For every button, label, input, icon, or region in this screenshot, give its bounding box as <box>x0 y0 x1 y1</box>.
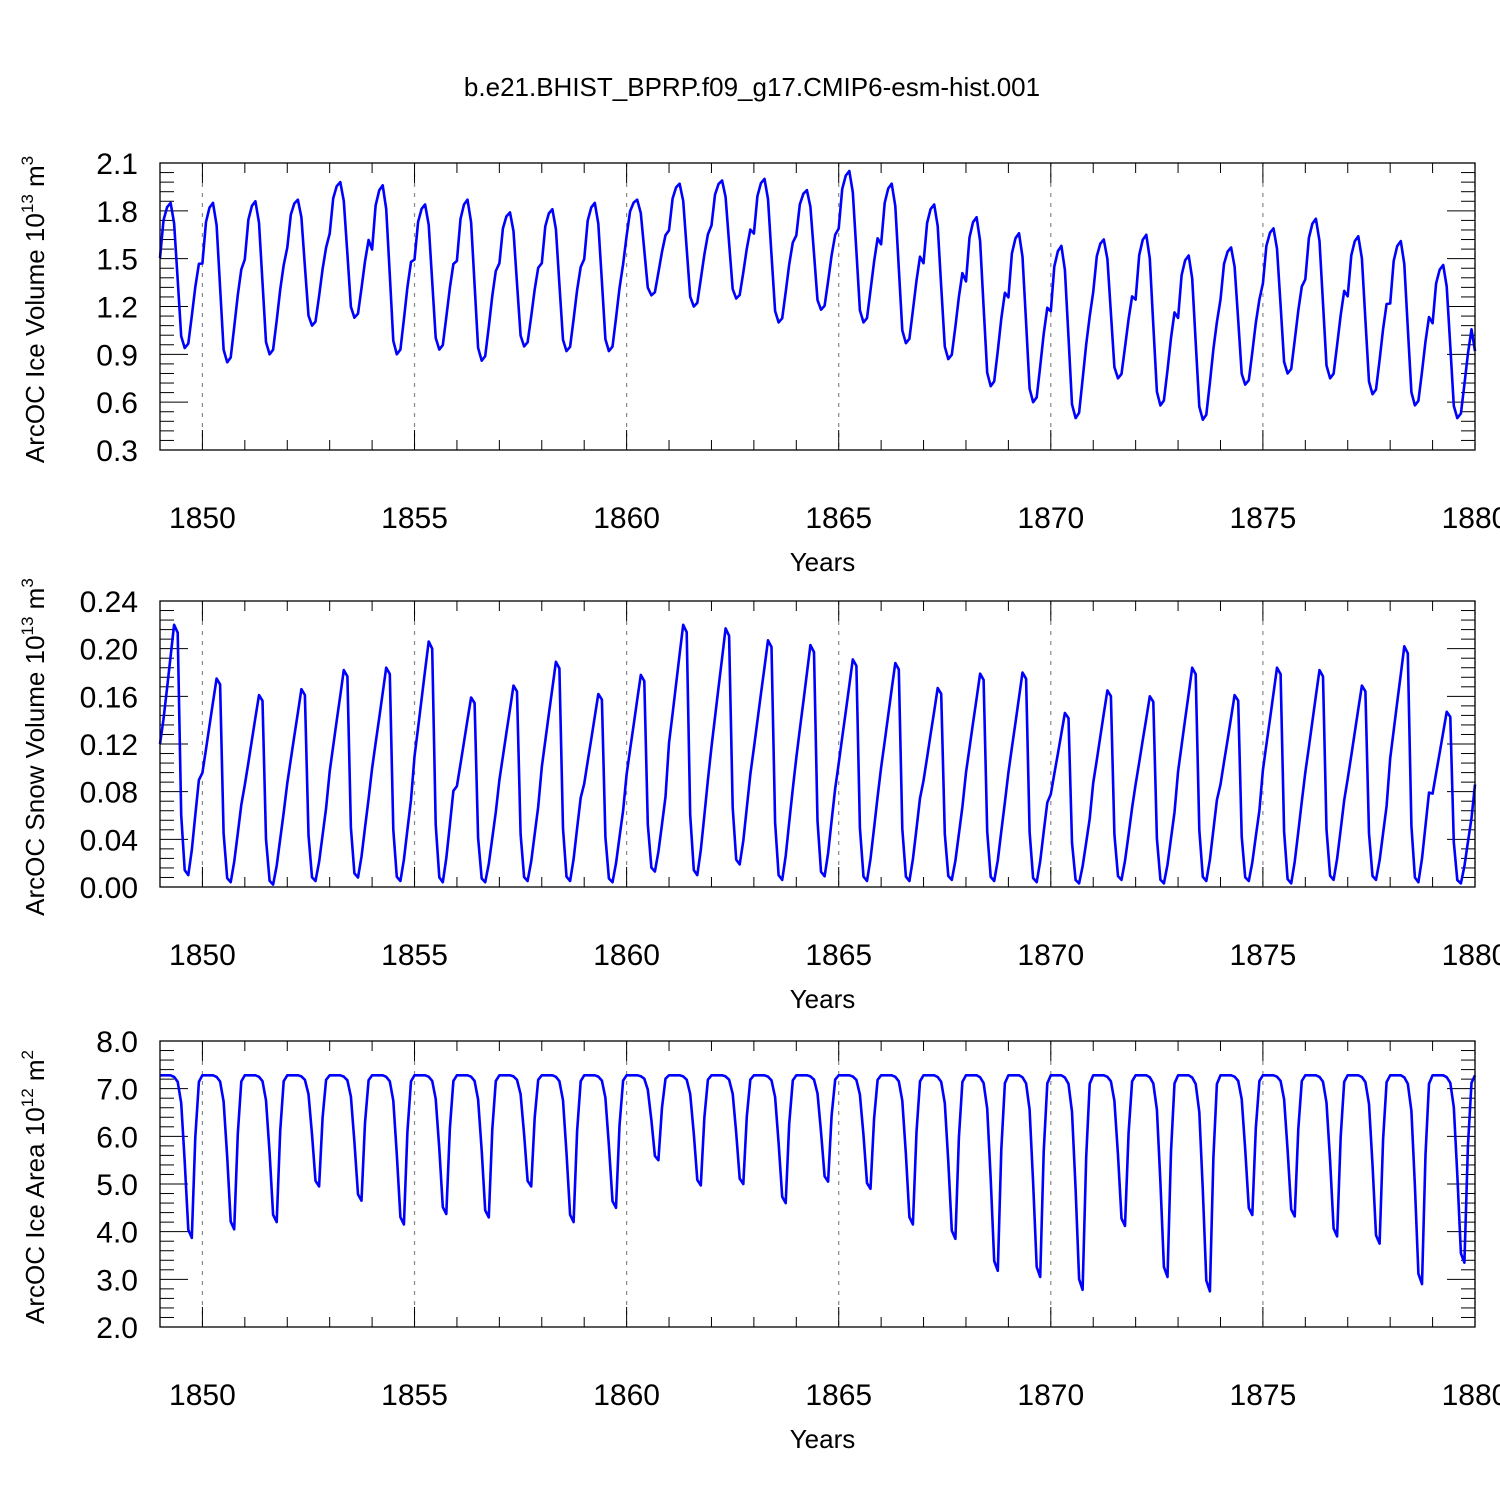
y-axis-label: ArcOC Snow Volume 1013 m3 <box>18 578 50 916</box>
y-tick-label: 0.12 <box>80 729 138 762</box>
x-tick-label: 1860 <box>593 1379 660 1412</box>
y-tick-label: 2.1 <box>96 148 138 181</box>
y-tick-label: 7.0 <box>96 1074 138 1107</box>
y-tick-label: 1.5 <box>96 244 138 277</box>
y-tick-label: 1.2 <box>96 292 138 325</box>
y-tick-label: 3.0 <box>96 1264 138 1297</box>
series-line <box>158 169 1477 421</box>
y-tick-label: 0.20 <box>80 634 138 667</box>
x-tick-label: 1870 <box>1017 502 1084 535</box>
x-tick-label: 1880 <box>1442 939 1500 972</box>
x-tick-label: 1850 <box>169 939 236 972</box>
x-axis-label: Years <box>790 547 856 577</box>
panel-ice-volume: 0.3 0.6 0.9 1.2 1.5 1.8 2.1 1850 1855 1860 1865 187… <box>18 148 1500 577</box>
y-tick-label: 2.0 <box>96 1312 138 1345</box>
y-tick-label: 5.0 <box>96 1169 138 1202</box>
y-tick-label: 0.16 <box>80 681 138 714</box>
plot-frame <box>159 1040 1476 1328</box>
x-tick-label: 1870 <box>1017 939 1084 972</box>
x-tick-label: 1855 <box>381 1379 448 1412</box>
x-tick-label: 1860 <box>593 939 660 972</box>
panel-ice-area: 2.0 3.0 4.0 5.0 6.0 7.0 8.0 1850 1855 1860 1865 187… <box>18 1026 1500 1454</box>
x-tick-label: 1855 <box>381 502 448 535</box>
y-axis-label: ArcOC Ice Area 1012 m2 <box>18 1050 50 1324</box>
plot-frame <box>159 600 1476 888</box>
y-tick-label: 0.08 <box>80 777 138 810</box>
y-tick-label: 0.3 <box>96 435 138 468</box>
series-line <box>158 623 1477 886</box>
x-tick-label: 1850 <box>169 502 236 535</box>
x-axis-label: Years <box>790 984 856 1014</box>
x-tick-label: 1865 <box>805 939 872 972</box>
x-tick-label: 1860 <box>593 502 660 535</box>
y-tick-label: 4.0 <box>96 1217 138 1250</box>
x-tick-label: 1880 <box>1442 502 1500 535</box>
x-tick-label: 1865 <box>805 502 872 535</box>
y-tick-label: 6.0 <box>96 1121 138 1154</box>
y-tick-label: 0.04 <box>80 824 138 857</box>
x-axis-label: Years <box>790 1424 856 1454</box>
x-tick-label: 1850 <box>169 1379 236 1412</box>
x-tick-label: 1865 <box>805 1379 872 1412</box>
x-tick-label: 1875 <box>1230 1379 1297 1412</box>
x-tick-label: 1875 <box>1230 939 1297 972</box>
plot-frame <box>159 162 1476 451</box>
y-tick-label: 0.6 <box>96 387 138 420</box>
y-tick-label: 0.24 <box>80 586 138 619</box>
y-axis-label: ArcOC Ice Volume 1013 m3 <box>18 156 50 463</box>
x-tick-label: 1870 <box>1017 1379 1084 1412</box>
figure-title: b.e21.BHIST_BPRP.f09_g17.CMIP6-esm-hist.… <box>464 72 1040 102</box>
y-tick-label: 1.8 <box>96 196 138 229</box>
x-tick-label: 1855 <box>381 939 448 972</box>
panel-snow-volume: 0.00 0.04 0.08 0.12 0.16 0.20 0.24 1850 1855 1860… <box>18 578 1500 1014</box>
x-tick-label: 1880 <box>1442 1379 1500 1412</box>
y-tick-label: 8.0 <box>96 1026 138 1059</box>
x-tick-label: 1875 <box>1230 502 1297 535</box>
y-tick-label: 0.00 <box>80 872 138 905</box>
series-line <box>160 1074 1477 1293</box>
y-tick-label: 0.9 <box>96 339 138 372</box>
